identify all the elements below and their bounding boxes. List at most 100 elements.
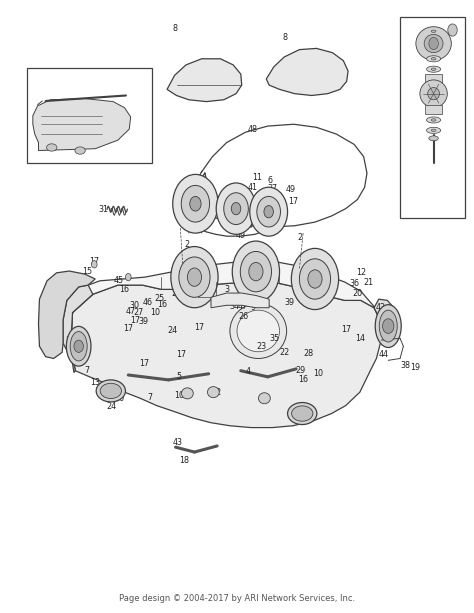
Text: 2: 2 xyxy=(404,17,410,26)
Circle shape xyxy=(232,241,280,302)
Text: 58: 58 xyxy=(418,154,428,164)
Text: 32: 32 xyxy=(376,314,387,322)
Ellipse shape xyxy=(182,388,193,399)
Circle shape xyxy=(257,196,281,227)
Text: 62: 62 xyxy=(418,136,428,145)
Text: 49: 49 xyxy=(286,185,296,194)
Text: 17: 17 xyxy=(130,316,140,325)
Text: 17: 17 xyxy=(177,350,187,359)
Text: 24: 24 xyxy=(167,326,177,335)
Ellipse shape xyxy=(237,310,280,352)
Polygon shape xyxy=(69,291,93,373)
Ellipse shape xyxy=(427,56,441,62)
Text: 61: 61 xyxy=(418,80,428,89)
Circle shape xyxy=(448,24,457,36)
Text: 45: 45 xyxy=(113,276,123,284)
Circle shape xyxy=(126,273,131,281)
Text: 41: 41 xyxy=(248,183,258,192)
Text: 14: 14 xyxy=(356,335,365,343)
Text: 22: 22 xyxy=(280,348,290,357)
Text: 16: 16 xyxy=(119,286,129,294)
Circle shape xyxy=(429,37,438,50)
Text: 29: 29 xyxy=(295,365,305,375)
Circle shape xyxy=(250,187,288,236)
Ellipse shape xyxy=(428,88,439,100)
Text: 3: 3 xyxy=(224,285,229,294)
Text: 52: 52 xyxy=(211,387,221,397)
Text: 39: 39 xyxy=(139,318,149,326)
Polygon shape xyxy=(211,293,269,308)
Circle shape xyxy=(74,340,83,352)
Text: 37: 37 xyxy=(267,184,277,193)
Text: 55: 55 xyxy=(241,192,251,201)
Text: 8: 8 xyxy=(283,33,288,42)
Polygon shape xyxy=(266,48,348,96)
Text: 33: 33 xyxy=(65,336,75,345)
Circle shape xyxy=(190,196,201,211)
Text: 25: 25 xyxy=(172,289,182,298)
Text: 60: 60 xyxy=(418,60,428,69)
Text: 17: 17 xyxy=(139,359,149,368)
Text: 2: 2 xyxy=(297,233,302,242)
Text: 17: 17 xyxy=(342,325,352,333)
Text: 51: 51 xyxy=(302,407,312,416)
Ellipse shape xyxy=(375,305,401,348)
Text: 17: 17 xyxy=(89,257,100,266)
Text: 8: 8 xyxy=(172,24,177,32)
Text: 17: 17 xyxy=(288,197,298,206)
Circle shape xyxy=(240,251,272,292)
Text: 39: 39 xyxy=(284,298,294,306)
Text: 57: 57 xyxy=(411,100,422,109)
Polygon shape xyxy=(71,282,381,428)
Circle shape xyxy=(308,270,322,288)
Ellipse shape xyxy=(424,34,443,53)
Text: 17: 17 xyxy=(195,323,205,332)
Text: 21: 21 xyxy=(364,278,374,287)
Ellipse shape xyxy=(379,310,397,342)
Circle shape xyxy=(292,248,338,310)
FancyBboxPatch shape xyxy=(400,17,465,218)
Text: 47: 47 xyxy=(237,302,248,311)
Text: 24: 24 xyxy=(107,402,117,411)
Ellipse shape xyxy=(46,144,57,151)
Text: 42: 42 xyxy=(375,303,386,312)
Text: 23: 23 xyxy=(256,343,266,351)
Text: 18: 18 xyxy=(179,456,189,465)
Circle shape xyxy=(171,246,218,308)
Ellipse shape xyxy=(431,58,436,60)
Text: 49: 49 xyxy=(235,231,246,240)
Polygon shape xyxy=(63,285,93,351)
Ellipse shape xyxy=(429,136,438,141)
Ellipse shape xyxy=(431,30,436,32)
Text: 16: 16 xyxy=(299,375,309,384)
Text: 45: 45 xyxy=(30,69,43,77)
Text: 38: 38 xyxy=(401,361,411,370)
Circle shape xyxy=(231,202,241,215)
Ellipse shape xyxy=(66,326,91,366)
Text: 64: 64 xyxy=(99,74,109,83)
Ellipse shape xyxy=(70,332,87,361)
Circle shape xyxy=(173,174,218,233)
Text: 40: 40 xyxy=(65,346,76,355)
Text: 36: 36 xyxy=(108,386,118,395)
Text: 31: 31 xyxy=(99,205,109,214)
Text: 30: 30 xyxy=(130,302,140,310)
Ellipse shape xyxy=(416,27,451,60)
Ellipse shape xyxy=(258,393,270,404)
Text: 12: 12 xyxy=(356,268,366,277)
FancyBboxPatch shape xyxy=(425,105,442,115)
Text: 59: 59 xyxy=(418,126,428,135)
Text: 65: 65 xyxy=(32,94,42,103)
Text: 2: 2 xyxy=(184,240,190,249)
Ellipse shape xyxy=(427,66,441,72)
Text: 10: 10 xyxy=(174,391,184,400)
Text: 56: 56 xyxy=(421,30,431,39)
Text: 6: 6 xyxy=(246,213,251,223)
Text: 10: 10 xyxy=(150,308,160,316)
Ellipse shape xyxy=(431,119,436,121)
Text: 61: 61 xyxy=(418,116,428,125)
FancyBboxPatch shape xyxy=(27,68,152,163)
Polygon shape xyxy=(167,59,242,102)
Text: 5: 5 xyxy=(177,371,182,381)
Ellipse shape xyxy=(431,68,436,70)
